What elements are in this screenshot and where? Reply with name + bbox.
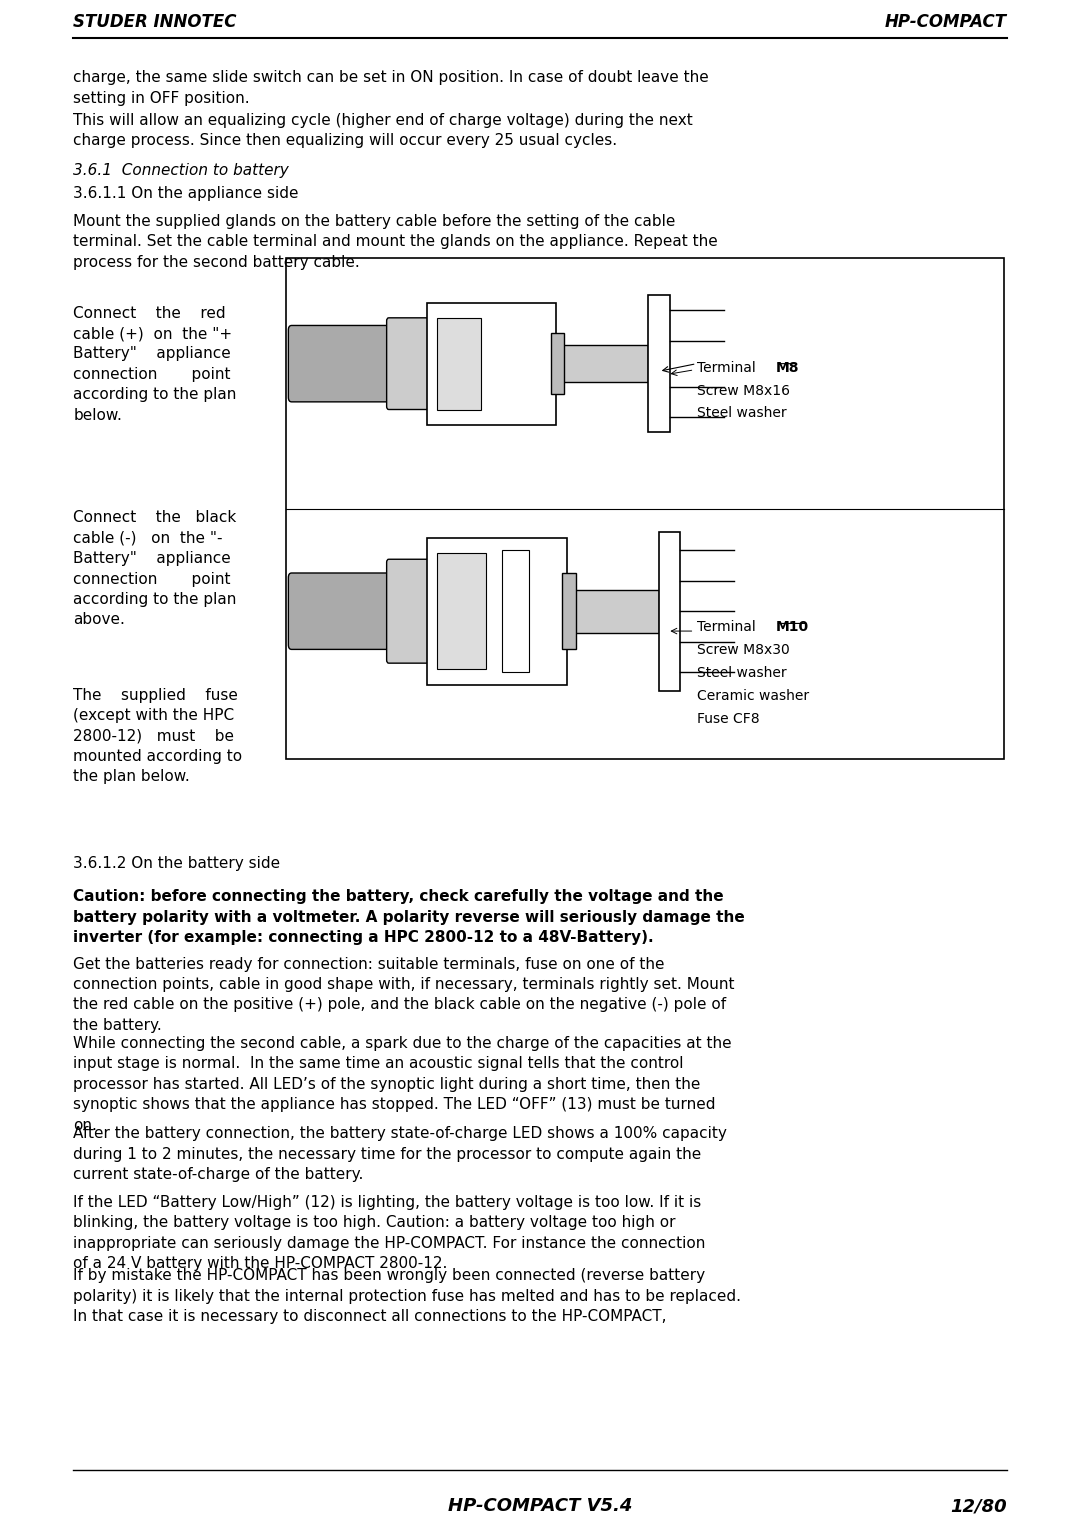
FancyBboxPatch shape <box>556 345 648 382</box>
FancyBboxPatch shape <box>562 573 576 649</box>
FancyBboxPatch shape <box>502 550 529 672</box>
Text: If by mistake the HP-COMPACT has been wrongly been connected (reverse battery
po: If by mistake the HP-COMPACT has been wr… <box>73 1268 742 1325</box>
Text: HP-COMPACT: HP-COMPACT <box>885 12 1007 31</box>
FancyBboxPatch shape <box>387 559 429 663</box>
Text: After the battery connection, the battery state-of-charge LED shows a 100% capac: After the battery connection, the batter… <box>73 1126 727 1183</box>
Text: Terminal: Terminal <box>697 361 759 374</box>
FancyBboxPatch shape <box>427 303 556 425</box>
Text: Caution: before connecting the battery, check carefully the voltage and the
batt: Caution: before connecting the battery, … <box>73 889 745 946</box>
Text: Screw M8x30: Screw M8x30 <box>697 643 789 657</box>
Text: charge, the same slide switch can be set in ON position. In case of doubt leave : charge, the same slide switch can be set… <box>73 70 710 105</box>
Text: Steel washer: Steel washer <box>697 666 786 680</box>
Text: Fuse CF8: Fuse CF8 <box>697 712 759 726</box>
Text: The    supplied    fuse
(except with the HPC
2800-12)   must    be
mounted accor: The supplied fuse (except with the HPC 2… <box>73 688 243 784</box>
FancyBboxPatch shape <box>567 590 659 633</box>
FancyBboxPatch shape <box>427 538 567 685</box>
Text: If the LED “Battery Low/High” (12) is lighting, the battery voltage is too low. : If the LED “Battery Low/High” (12) is li… <box>73 1195 706 1271</box>
Text: Connect    the    red
cable (+)  on  the "+
Battery"    appliance
connection    : Connect the red cable (+) on the "+ Batt… <box>73 306 237 423</box>
Text: HP-COMPACT V5.4: HP-COMPACT V5.4 <box>448 1497 632 1516</box>
FancyBboxPatch shape <box>437 553 486 669</box>
FancyBboxPatch shape <box>387 318 429 410</box>
Text: While connecting the second cable, a spark due to the charge of the capacities a: While connecting the second cable, a spa… <box>73 1036 732 1132</box>
Text: 3.6.1.2 On the battery side: 3.6.1.2 On the battery side <box>73 856 281 871</box>
FancyBboxPatch shape <box>437 318 481 410</box>
Text: M10: M10 <box>775 620 809 634</box>
Text: This will allow an equalizing cycle (higher end of charge voltage) during the ne: This will allow an equalizing cycle (hig… <box>73 113 693 148</box>
FancyBboxPatch shape <box>288 325 392 402</box>
Text: Steel washer: Steel washer <box>697 406 786 420</box>
Text: STUDER INNOTEC: STUDER INNOTEC <box>73 12 237 31</box>
Text: Screw M8x16: Screw M8x16 <box>697 384 789 397</box>
Text: 12/80: 12/80 <box>950 1497 1007 1516</box>
Text: Terminal: Terminal <box>697 620 759 634</box>
FancyBboxPatch shape <box>648 295 670 432</box>
FancyBboxPatch shape <box>288 573 392 649</box>
Text: Get the batteries ready for connection: suitable terminals, fuse on one of the
c: Get the batteries ready for connection: … <box>73 957 735 1033</box>
FancyBboxPatch shape <box>659 532 680 691</box>
Text: 3.6.1.1 On the appliance side: 3.6.1.1 On the appliance side <box>73 186 299 202</box>
Text: 3.6.1  Connection to battery: 3.6.1 Connection to battery <box>73 163 289 179</box>
FancyBboxPatch shape <box>551 333 564 394</box>
Text: Connect    the   black
cable (-)   on  the "-
Battery"    appliance
connection  : Connect the black cable (-) on the "- Ba… <box>73 510 237 628</box>
Text: Ceramic washer: Ceramic washer <box>697 689 809 703</box>
Text: Mount the supplied glands on the battery cable before the setting of the cable
t: Mount the supplied glands on the battery… <box>73 214 718 270</box>
Text: M8: M8 <box>775 361 799 374</box>
